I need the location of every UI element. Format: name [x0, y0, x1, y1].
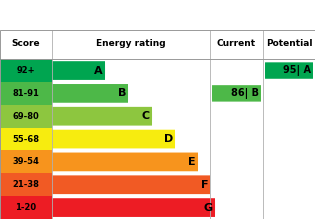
Bar — [0, 150, 52, 173]
Bar — [0, 82, 52, 105]
Text: Current: Current — [217, 39, 256, 48]
Polygon shape — [52, 130, 175, 148]
Polygon shape — [52, 153, 198, 171]
Text: G: G — [204, 203, 213, 213]
Text: A: A — [94, 65, 103, 76]
Text: 1-20: 1-20 — [15, 203, 37, 212]
Polygon shape — [52, 175, 210, 194]
Text: 92+: 92+ — [17, 66, 35, 75]
Text: 21-38: 21-38 — [13, 180, 39, 189]
Text: 86| B: 86| B — [231, 88, 259, 99]
Bar — [0, 128, 52, 150]
Polygon shape — [52, 84, 128, 103]
Bar — [0, 173, 52, 196]
Text: E: E — [188, 157, 196, 167]
Bar — [0, 59, 52, 82]
Text: 81-91: 81-91 — [13, 89, 39, 98]
Text: 69-80: 69-80 — [13, 112, 39, 121]
Text: Energy rating: Energy rating — [96, 39, 166, 48]
Bar — [0, 105, 52, 128]
Text: Score: Score — [12, 39, 40, 48]
Polygon shape — [52, 198, 215, 217]
Text: C: C — [142, 111, 150, 121]
Text: Energy Efficiency Rating: Energy Efficiency Rating — [8, 7, 210, 22]
Polygon shape — [52, 107, 152, 125]
Polygon shape — [52, 61, 105, 80]
Text: Potential: Potential — [266, 39, 312, 48]
Polygon shape — [212, 85, 261, 102]
Polygon shape — [265, 62, 313, 79]
Text: 39-54: 39-54 — [13, 157, 39, 166]
Text: 95| A: 95| A — [283, 65, 311, 76]
Bar — [0, 196, 52, 219]
Text: B: B — [118, 88, 126, 98]
Text: D: D — [164, 134, 173, 144]
Text: F: F — [201, 180, 208, 190]
Text: 55-68: 55-68 — [13, 134, 39, 144]
